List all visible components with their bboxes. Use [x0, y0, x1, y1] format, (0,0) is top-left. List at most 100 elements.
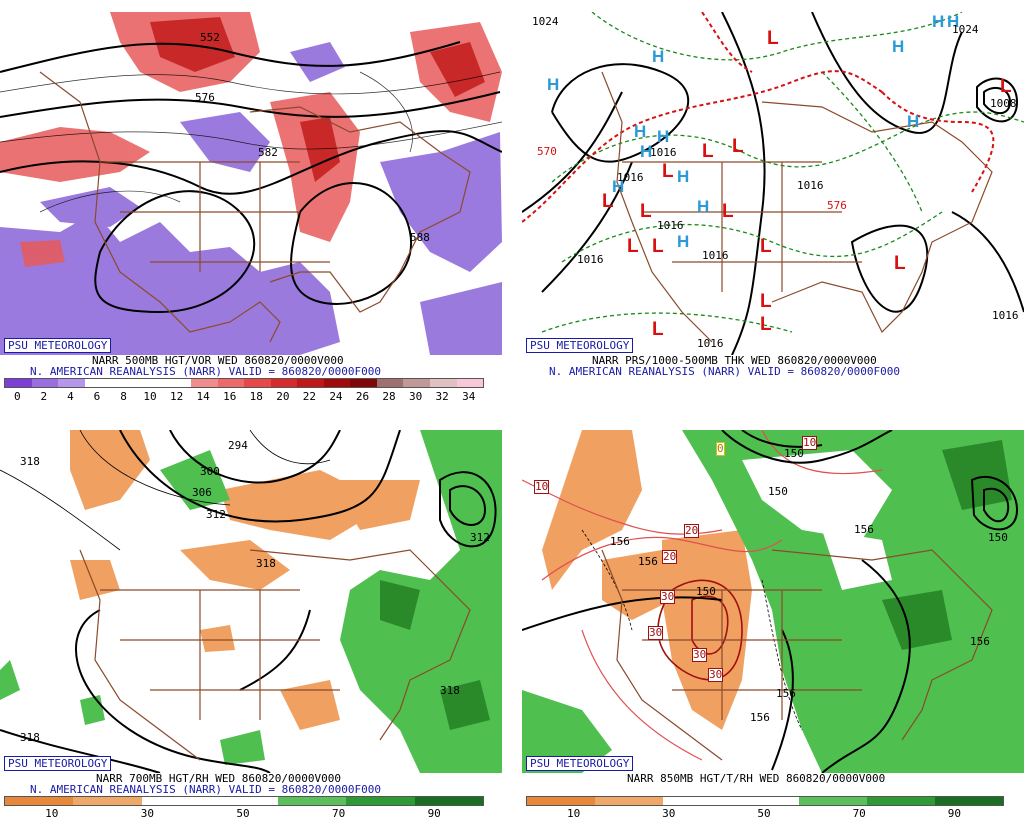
- height-label: 150: [988, 531, 1008, 544]
- scale-swatch: [244, 379, 271, 387]
- low-pressure-marker: L: [627, 236, 639, 257]
- vorticity-map: [0, 12, 502, 355]
- temperature-label: 30: [648, 626, 664, 640]
- panel-title-850mb: NARR 850MB HGT/T/RH WED 860820/0000V000: [627, 772, 886, 785]
- temperature-label: 10: [802, 436, 818, 450]
- scale-swatch: [376, 379, 404, 387]
- low-pressure-marker: L: [662, 161, 674, 182]
- low-pressure-marker: L: [732, 136, 744, 157]
- scale-tick-label: 8: [120, 390, 127, 403]
- contour-label-576: 576: [195, 91, 215, 104]
- vorticity-scale-ticks: 0 2 4 6 8 10 12 14 16 18 20 22 24 26 28 30 32 34: [4, 390, 482, 403]
- panel-700mb-rh: 318 294 300 306 312 318 312 318 318 PSU …: [0, 430, 502, 773]
- scale-tick-label: 16: [223, 390, 237, 403]
- scale-tick-label: 28: [382, 390, 396, 403]
- panel-sea-level-pressure-thickness: H H H H H H H H H H H H H L L L L L L L …: [522, 12, 1024, 355]
- vorticity-color-scale: [4, 378, 484, 388]
- scale-swatch: [5, 379, 32, 387]
- scale-swatch: [58, 379, 85, 387]
- isobar-label: 1016: [702, 249, 729, 262]
- low-pressure-marker: L: [1000, 76, 1012, 97]
- height-label: 156: [610, 535, 630, 548]
- scale-swatch: [527, 797, 595, 805]
- scale-swatch: [456, 379, 484, 387]
- temperature-label: 10: [534, 480, 550, 494]
- scale-swatch: [595, 797, 663, 805]
- scale-swatch: [403, 379, 430, 387]
- height-label: 294: [228, 439, 248, 452]
- high-pressure-marker: H: [677, 167, 689, 186]
- scale-tick-label: 30: [408, 390, 423, 403]
- panel-subtitle-pressure: N. AMERICAN REANALYSIS (NARR) VALID = 86…: [549, 365, 900, 378]
- psu-badge: PSU METEOROLOGY: [4, 338, 112, 353]
- scale-tick-label: 4: [67, 390, 74, 403]
- scale-swatch: [141, 797, 210, 805]
- psu-badge: PSU METEOROLOGY: [4, 756, 112, 771]
- scale-swatch: [164, 379, 191, 387]
- scale-swatch: [350, 379, 377, 387]
- isobar-label: 1016: [697, 337, 724, 350]
- rh-color-scale: [526, 796, 1004, 806]
- scale-swatch: [84, 379, 112, 387]
- high-pressure-marker: H: [657, 127, 669, 146]
- height-label: 156: [970, 635, 990, 648]
- scale-swatch: [663, 797, 731, 805]
- scale-tick-label: 0: [13, 390, 21, 403]
- scale-swatch: [731, 797, 799, 805]
- height-label: 156: [854, 523, 874, 536]
- scale-tick-label: 50: [236, 807, 250, 820]
- contour-label-588: 588: [410, 231, 430, 244]
- low-pressure-marker: L: [652, 319, 664, 340]
- rh-scale-ticks: 10 30 50 70 90: [526, 807, 1002, 820]
- scale-swatch: [73, 797, 142, 805]
- low-pressure-marker: L: [767, 28, 779, 49]
- isobar-label: 1016: [797, 179, 824, 192]
- panel-subtitle-500mb: N. AMERICAN REANALYSIS (NARR) VALID = 86…: [30, 365, 381, 378]
- high-pressure-marker: H: [612, 177, 624, 196]
- temperature-label: 30: [660, 590, 676, 604]
- low-pressure-marker: L: [760, 236, 772, 257]
- psu-badge: PSU METEOROLOGY: [526, 338, 634, 353]
- isobar-label: 1016: [657, 219, 684, 232]
- isobar-label: 1024: [532, 15, 559, 28]
- scale-tick-label: 30: [662, 807, 676, 820]
- height-label: 150: [784, 447, 804, 460]
- low-pressure-marker: L: [760, 314, 772, 335]
- scale-tick-label: 90: [947, 807, 962, 820]
- scale-tick-label: 34: [462, 390, 476, 403]
- contour-label-582: 582: [258, 146, 278, 159]
- high-pressure-marker: H: [907, 112, 919, 131]
- temperature-label: 30: [708, 668, 724, 682]
- height-label: 312: [470, 531, 490, 544]
- scale-swatch: [346, 797, 415, 805]
- psu-badge: PSU METEOROLOGY: [526, 756, 634, 771]
- isobar-label: 1016: [617, 171, 644, 184]
- scale-swatch: [297, 379, 324, 387]
- height-label: 318: [256, 557, 276, 570]
- height-label: 156: [750, 711, 770, 724]
- scale-tick-label: 14: [196, 390, 210, 403]
- scale-tick-label: 30: [140, 807, 155, 820]
- scale-tick-label: 2: [40, 390, 48, 403]
- rh-scale-ticks: 10 30 50 70 90: [4, 807, 482, 820]
- rh-color-scale: [4, 796, 484, 806]
- high-pressure-marker: H: [892, 37, 904, 56]
- scale-tick-label: 22: [302, 390, 316, 403]
- panel-title-700mb: NARR 700MB HGT/RH WED 860820/0000V000: [96, 772, 342, 785]
- scale-swatch: [430, 379, 457, 387]
- height-label: 318: [20, 455, 40, 468]
- contour-label-552: 552: [200, 31, 220, 44]
- low-pressure-marker: L: [722, 201, 734, 222]
- scale-tick-label: 10: [143, 390, 157, 403]
- scale-swatch: [935, 797, 1003, 805]
- high-pressure-marker: H: [677, 232, 689, 251]
- scale-tick-label: 10: [45, 807, 59, 820]
- panel-850mb-t-rh: 150 150 156 156 156 156 156 156 150 150 …: [522, 430, 1024, 773]
- temperature-label: 20: [684, 524, 700, 538]
- high-pressure-marker: H: [697, 197, 709, 216]
- panel-subtitle-700mb: N. AMERICAN REANALYSIS (NARR) VALID = 86…: [30, 783, 381, 796]
- thickness-label: 570: [537, 145, 557, 158]
- temperature-label: 30: [692, 648, 708, 662]
- isobar-label: 1024: [952, 23, 979, 36]
- temperature-label: 20: [662, 550, 678, 564]
